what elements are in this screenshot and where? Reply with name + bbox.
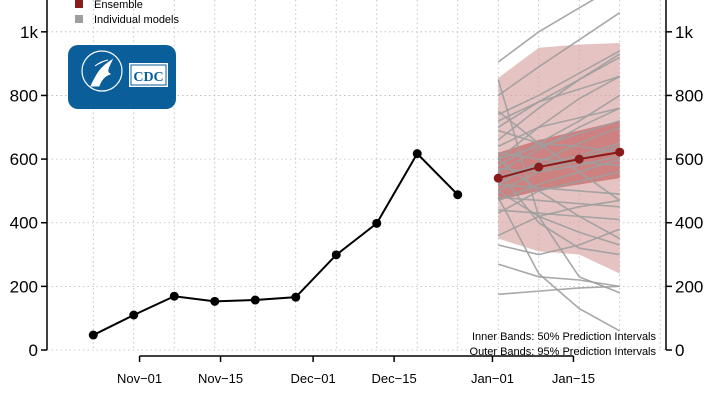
observed-point — [210, 296, 220, 306]
cdc-wordmark-border — [130, 64, 167, 86]
ensemble-median-point — [574, 154, 584, 164]
x-tick-label: Jan−01 — [471, 371, 514, 386]
x-tick-label: Dec−15 — [372, 371, 417, 386]
model-line-7 — [497, 75, 621, 160]
model-line-20 — [497, 171, 620, 214]
model-line-23 — [497, 158, 621, 240]
cdc-logo-background — [68, 45, 176, 109]
ensemble-median-point — [493, 173, 503, 183]
observed-point — [331, 250, 341, 260]
y-tick-label-left: 1k — [20, 23, 38, 42]
model-line-17 — [497, 110, 621, 202]
x-tick-label: Nov−15 — [198, 371, 243, 386]
cdc-logo: CDC — [68, 45, 176, 109]
model-line-18 — [498, 151, 620, 167]
y-tick-label-right: 400 — [675, 214, 703, 233]
observed-line — [92, 152, 459, 336]
observed-series — [88, 149, 463, 340]
observed-point — [291, 292, 301, 302]
hhs-seal-icon — [81, 50, 123, 92]
observed-point — [453, 190, 463, 200]
note-inner-bands: Inner Bands: 50% Prediction Intervals — [472, 331, 657, 343]
y-tick-label-right: 200 — [675, 277, 703, 296]
x-tick-label: Nov−01 — [117, 371, 162, 386]
model-line-28 — [497, 171, 620, 256]
interval-notes: Inner Bands: 50% Prediction Intervals Ou… — [470, 331, 657, 358]
y-tick-label-left: 200 — [10, 277, 38, 296]
axes: 0 0 200 200 400 400 600 600 800 800 1k 1k Nov−01 Nov−… — [10, 0, 703, 386]
model-line-2 — [497, 12, 621, 97]
model-line-3 — [497, 50, 621, 116]
model-line-4 — [497, 56, 621, 128]
observed-point — [88, 330, 98, 340]
x-tick-label: Jan−15 — [552, 371, 595, 386]
model-line-32 — [498, 285, 620, 296]
y-tick-label-left: 800 — [10, 86, 38, 105]
eagle-icon — [90, 58, 114, 87]
legend-label-ensemble: Ensemble — [94, 0, 143, 11]
legend-swatch-ensemble — [75, 0, 83, 8]
observed-point — [372, 218, 382, 228]
model-line-30 — [497, 196, 621, 332]
y-tick-label-right: 0 — [675, 341, 684, 360]
legend-label-individual-models: Individual models — [94, 14, 179, 26]
model-line-21 — [498, 183, 620, 195]
observed-point — [250, 295, 260, 305]
cdc-wordmark: CDC — [133, 70, 163, 85]
model-line-26 — [497, 199, 620, 237]
legend: Ensemble Individual models — [75, 0, 179, 26]
model-line-25 — [497, 190, 620, 246]
model-line-29 — [497, 79, 621, 294]
legend-swatch-individual-models — [75, 15, 83, 23]
model-line-27 — [498, 228, 621, 256]
model-line-5 — [497, 53, 621, 141]
observed-point — [129, 310, 139, 320]
model-line-24 — [498, 209, 620, 221]
observed-point — [169, 291, 179, 301]
model-line-10 — [497, 107, 621, 173]
ensemble-median-point — [534, 162, 544, 172]
model-line-16 — [498, 155, 620, 173]
ensemble-median-point — [615, 147, 625, 157]
y-tick-label-right: 600 — [675, 150, 703, 169]
observed-point — [412, 149, 422, 159]
x-tick-label: Dec−01 — [291, 371, 336, 386]
model-line-8 — [497, 94, 621, 167]
y-tick-label-right: 800 — [675, 86, 703, 105]
model-line-19 — [497, 158, 620, 202]
note-outer-bands: Outer Bands: 95% Prediction Intervals — [470, 346, 657, 358]
model-line-6 — [497, 75, 620, 122]
y-tick-label-right: 1k — [675, 23, 693, 42]
model-line-1 — [497, 0, 595, 63]
y-tick-label-left: 0 — [29, 341, 38, 360]
ensemble-series — [493, 147, 625, 183]
model-line-11 — [497, 120, 620, 160]
cdc-wordmark-box — [129, 63, 168, 87]
model-line-22 — [498, 196, 620, 208]
model-line-15 — [497, 145, 620, 192]
y-tick-label-left: 600 — [10, 150, 38, 169]
y-tick-label-left: 400 — [10, 214, 38, 233]
ensemble-median-line — [497, 151, 620, 180]
model-line-31 — [497, 263, 620, 288]
